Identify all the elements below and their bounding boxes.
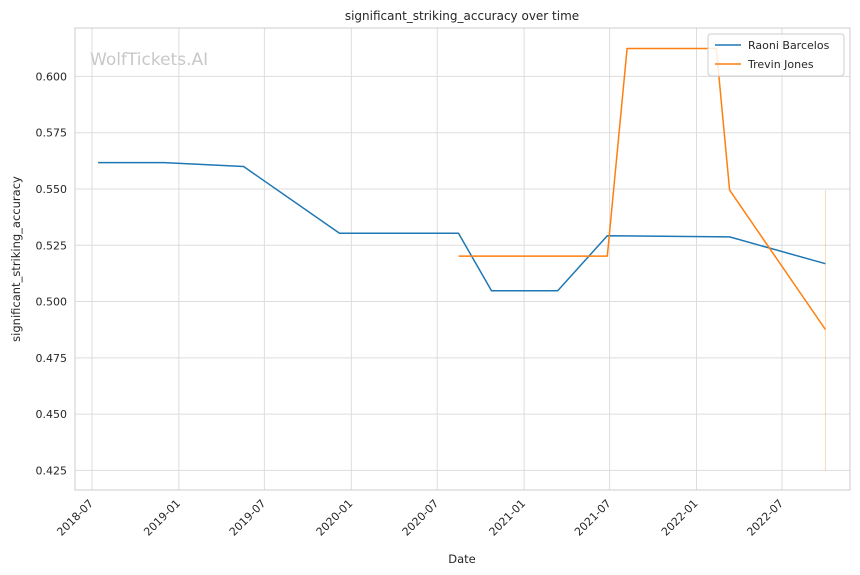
y-tick-label: 0.525 — [36, 239, 68, 252]
y-tick-label: 0.600 — [36, 70, 68, 83]
legend-box — [707, 33, 845, 77]
legend: Raoni Barcelos Trevin Jones — [707, 33, 845, 77]
y-tick-label: 0.500 — [36, 296, 68, 309]
series-line-trevin-jones — [458, 47, 827, 330]
series-group — [98, 47, 827, 471]
x-tick-labels: 2018-07 2019-01 2019-07 2020-01 2020-07 2021-… — [54, 497, 786, 539]
y-axis-title: significant_striking_accuracy — [9, 176, 23, 342]
x-tick-label: 2019-07 — [227, 497, 269, 539]
x-tick-label: 2021-01 — [487, 497, 529, 539]
chart-title: significant_striking_accuracy over time — [345, 9, 579, 23]
plot-frame — [74, 27, 851, 491]
x-tick-label: 2018-07 — [54, 497, 96, 539]
x-tick-label: 2022-07 — [744, 497, 786, 539]
grid — [75, 28, 850, 490]
y-tick-label: 0.425 — [36, 464, 68, 477]
legend-label: Raoni Barcelos — [748, 39, 830, 52]
y-tick-label: 0.475 — [36, 352, 68, 365]
x-tick-label: 2022-01 — [659, 497, 701, 539]
y-tick-label: 0.575 — [36, 127, 68, 140]
x-axis-title: Date — [448, 552, 476, 566]
y-tick-label: 0.550 — [36, 183, 68, 196]
x-tick-label: 2020-07 — [400, 497, 442, 539]
x-tick-label: 2020-01 — [314, 497, 356, 539]
series-line-raoni-barcelos — [98, 161, 826, 292]
y-tick-label: 0.450 — [36, 408, 68, 421]
x-tick-label: 2019-01 — [141, 497, 183, 539]
y-tick-labels: 0.425 0.450 0.475 0.500 0.525 0.550 0.575 0.600 — [36, 70, 68, 477]
legend-label: Trevin Jones — [747, 58, 814, 71]
x-tick-label: 2021-07 — [572, 497, 614, 539]
watermark: WolfTickets.AI — [90, 50, 208, 70]
